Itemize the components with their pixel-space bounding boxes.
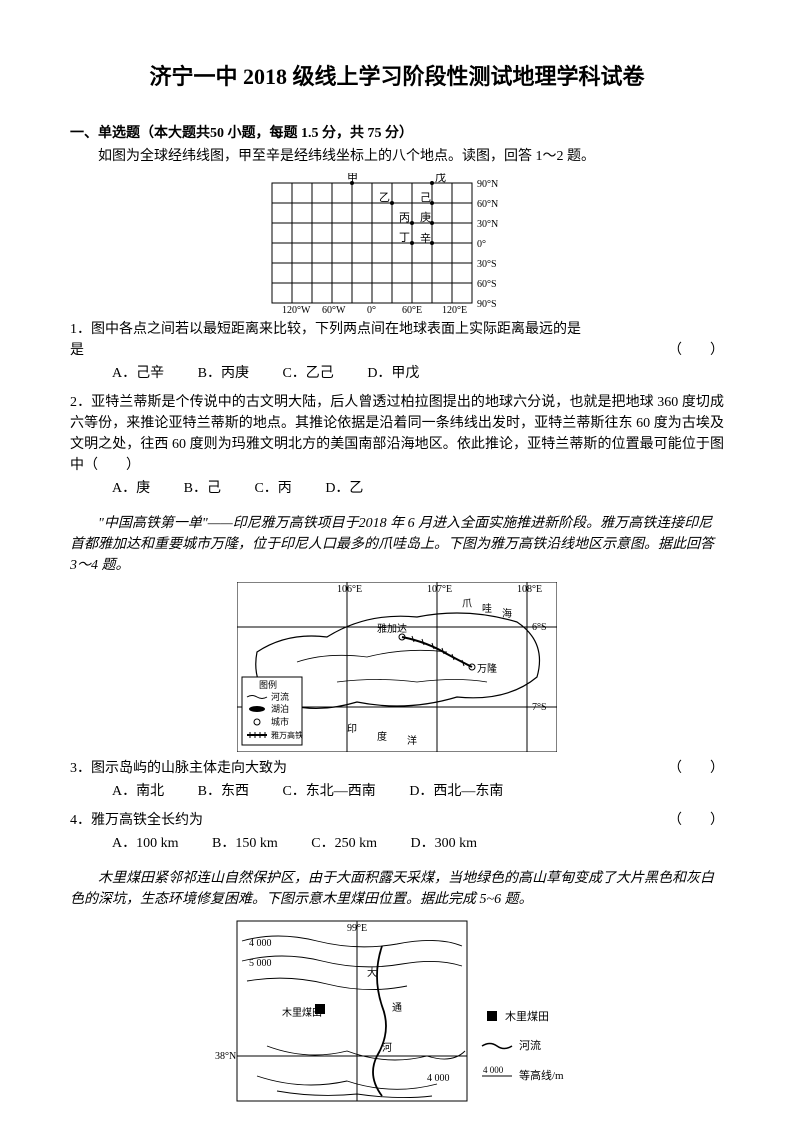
map-lon: 108°E (517, 584, 542, 595)
sea-label: 海 (502, 607, 512, 620)
legend-coal: 木里煤田 (505, 1010, 549, 1023)
intro-1: 如图为全球经纬线图，甲至辛是经纬线坐标上的八个地点。读图，回答 1～2 题。 (70, 146, 724, 167)
contour-label: 4 000 (427, 1073, 450, 1084)
q3-options: A．南北 B．东西 C．东北—西南 D．西北—东南 (70, 781, 724, 802)
lat-label: 30°N (477, 219, 498, 230)
lon-label: 0° (367, 305, 376, 313)
q2-opt-d: D．乙 (325, 481, 363, 496)
q1-opt-a: A．己辛 (112, 366, 164, 381)
map-lon: 106°E (337, 584, 362, 595)
q2-opt-c: C．丙 (254, 481, 291, 496)
lat-label: 60°N (477, 199, 498, 210)
point-wu: 戊 (435, 173, 446, 184)
lon-label: 60°W (322, 305, 346, 313)
lat-label: 90°N (477, 179, 498, 190)
q1-options: A．己辛 B．丙庚 C．乙己 D．甲戊 (70, 363, 724, 384)
figure-muli: 99°E 38°N 4 000 5 000 4 000 木里煤田 大 通 河 木… (207, 916, 587, 1106)
q4-opt-c: C．250 km (311, 836, 377, 851)
map-lat: 7°S (532, 702, 547, 713)
legend-contour: 等高线/m (519, 1068, 564, 1082)
lat-label: 30°S (477, 259, 497, 270)
fig3-lat: 38°N (215, 1051, 236, 1062)
legend-contour-val: 4 000 (483, 1065, 504, 1075)
q4-paren: （ ） (668, 810, 724, 831)
river-he: 河 (382, 1042, 392, 1054)
q1-opt-c: C．乙己 (282, 366, 333, 381)
q3-opt-b: B．东西 (198, 784, 249, 799)
q4-options: A．100 km B．150 km C．250 km D．300 km (70, 833, 724, 854)
passage-2: "中国高铁第一单"——印尼雅万高铁项目于2018 年 6 月进入全面实施推进新阶… (70, 513, 724, 576)
river-tong: 通 (392, 1002, 402, 1014)
q4-opt-d: D．300 km (410, 836, 477, 851)
legend-title: 图例 (259, 679, 277, 690)
point-bing: 丙 (399, 212, 410, 224)
q4-text: 4．雅万高铁全长约为 (70, 813, 203, 828)
muli-label: 木里煤田 (282, 1006, 322, 1019)
map-lon: 107°E (427, 584, 452, 595)
q3-text: 3．图示岛屿的山脉主体走向大致为 (70, 761, 287, 776)
legend-rail: 雅万高铁 (271, 730, 303, 740)
ocean-label: 印 (347, 723, 357, 735)
fig3-lon: 99°E (347, 923, 367, 934)
point-geng: 庚 (420, 210, 431, 224)
contour-label: 5 000 (249, 958, 272, 969)
point-ding: 丁 (399, 232, 410, 244)
legend-river: 河流 (271, 691, 289, 702)
ocean-label: 洋 (407, 734, 417, 747)
q1-paren: （ ） (668, 340, 724, 361)
legend-lake: 湖泊 (271, 704, 289, 714)
point-ji: 己 (420, 192, 431, 204)
exam-title: 济宁一中 2018 级线上学习阶段性测试地理学科试卷 (70, 60, 724, 93)
q1-opt-d: D．甲戊 (367, 366, 419, 381)
lat-label: 60°S (477, 279, 497, 290)
q3-opt-c: C．东北—西南 (282, 784, 375, 799)
q2-opt-a: A．庚 (112, 481, 150, 496)
lon-label: 60°E (402, 305, 422, 313)
section-header: 一、单选题（本大题共50 小题，每题 1.5 分，共 75 分） (70, 123, 724, 144)
lat-label: 0° (477, 239, 486, 250)
q2-stem: 2．亚特兰蒂斯是个传说中的古文明大陆，后人曾透过柏拉图提出的地球六分说，也就是把… (70, 392, 724, 476)
point-xin: 辛 (420, 231, 431, 245)
q4-opt-a: A．100 km (112, 836, 179, 851)
point-yi: 乙 (379, 191, 390, 204)
q1-line2: 是 (70, 343, 84, 358)
q1-opt-b: B．丙庚 (198, 366, 249, 381)
q1-stem: 1．图中各点之间若以最短距离来比较，下列两点间在地球表面上实际距离最远的是 是 … (70, 319, 724, 361)
q3-opt-a: A．南北 (112, 784, 164, 799)
q2-opt-b: B．己 (184, 481, 221, 496)
lat-label: 90°S (477, 299, 497, 310)
figure-grid: 甲 乙 丙 丁 戊 己 庚 辛 90°N 60°N 30°N 0° 30°S 6… (252, 173, 542, 313)
point-jia: 甲 (347, 173, 358, 184)
contour-label: 4 000 (249, 938, 272, 949)
figure-java-map: 106°E 107°E 108°E 6°S 7°S 雅加达 万隆 爪 哇 海 印… (237, 582, 557, 752)
city-jakarta: 雅加达 (377, 622, 407, 635)
q1-text: 1．图中各点之间若以最短距离来比较，下列两点间在地球表面上实际距离最远的是 (70, 322, 581, 337)
legend-city: 城市 (271, 716, 289, 727)
river-da: 大 (367, 966, 377, 979)
q3-stem: 3．图示岛屿的山脉主体走向大致为 （ ） (70, 758, 724, 779)
q3-paren: （ ） (668, 758, 724, 779)
q2-options: A．庚 B．己 C．丙 D．乙 (70, 478, 724, 499)
legend-river: 河流 (519, 1038, 541, 1052)
sea-label: 哇 (482, 602, 492, 615)
lon-label: 120°W (282, 305, 311, 313)
q4-opt-b: B．150 km (212, 836, 278, 851)
ocean-label: 度 (377, 730, 387, 743)
q3-opt-d: D．西北—东南 (409, 784, 503, 799)
city-bandung: 万隆 (477, 662, 497, 675)
sea-label: 爪 (462, 599, 472, 610)
passage-3: 木里煤田紧邻祁连山自然保护区，由于大面积露天采煤，当地绿色的高山草甸变成了大片黑… (70, 868, 724, 910)
lon-label: 120°E (442, 305, 467, 313)
q4-stem: 4．雅万高铁全长约为 （ ） (70, 810, 724, 831)
map-lat: 6°S (532, 622, 547, 633)
